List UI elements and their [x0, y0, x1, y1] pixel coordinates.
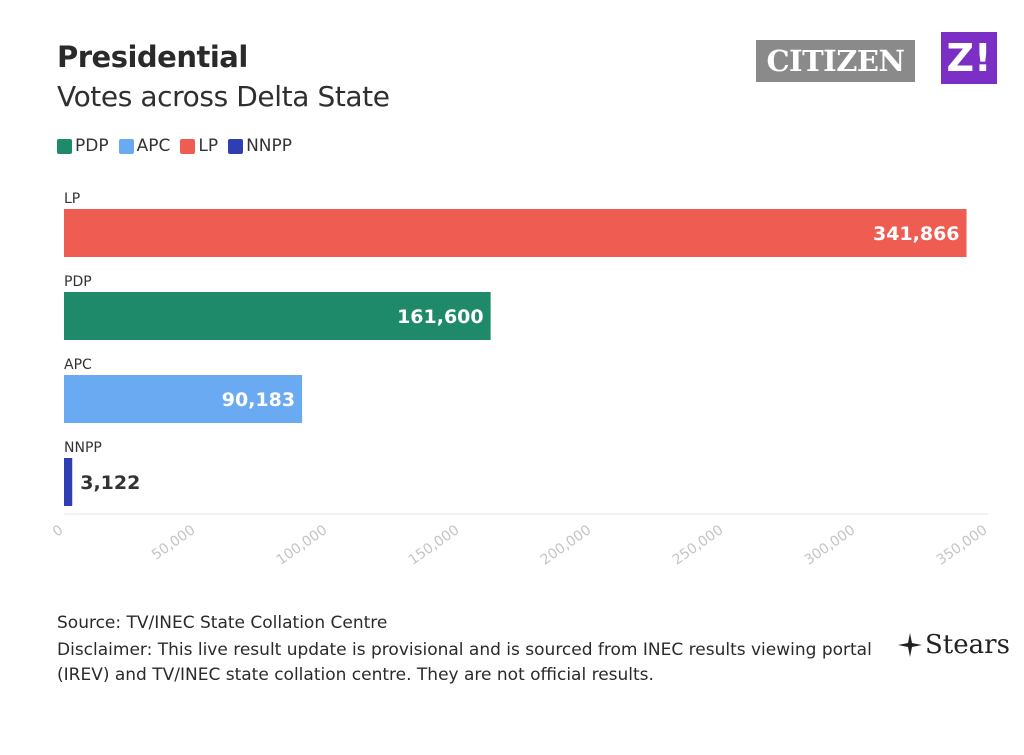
citizen-logo: CITIZEN: [756, 40, 915, 82]
legend-swatch-pdp: [57, 138, 72, 154]
category-label-nnpp: NNPP: [64, 440, 102, 456]
x-tick-label-7: 350,000: [934, 522, 991, 568]
value-label-lp: 341,866: [873, 223, 960, 245]
disclaimer-note: Disclaimer: This live result update is p…: [57, 640, 872, 685]
bar-pdp: [64, 292, 491, 340]
x-tick-label-5: 250,000: [670, 522, 727, 568]
chart-subtitle: Votes across Delta State: [57, 80, 390, 113]
value-label-nnpp: 3,122: [80, 472, 140, 494]
x-tick-label-1: 50,000: [149, 522, 198, 563]
bar-chart: LP 341,866 PDP 161,600 APC 90,183 NNPP 3,122 0 50…: [50, 191, 991, 568]
legend-label-lp: LP: [198, 136, 219, 156]
stears-mark-icon: [898, 633, 922, 657]
legend-item-apc: APC: [118, 136, 171, 156]
legend-item-nnpp: NNPP: [228, 136, 292, 156]
bar-nnpp: [64, 458, 73, 506]
legend-swatch-lp: [180, 138, 196, 154]
legend-item-pdp: PDP: [57, 136, 109, 156]
x-tick-label-0: 0: [50, 522, 66, 540]
legend-label-pdp: PDP: [75, 136, 109, 156]
legend-item-lp: LP: [180, 136, 218, 156]
x-tick-label-3: 150,000: [406, 522, 463, 568]
legend: PDP APC LP NNPP: [57, 136, 292, 156]
stears-logo: Stears: [897, 630, 1010, 660]
legend-label-nnpp: NNPP: [246, 136, 293, 156]
source-note: Source: TV/INEC State Collation Centre: [57, 613, 388, 633]
x-tick-label-4: 200,000: [538, 522, 595, 568]
bar-apc: [64, 375, 303, 423]
value-label-apc: 90,183: [222, 389, 295, 411]
x-tick-label-6: 300,000: [802, 522, 859, 568]
legend-swatch-nnpp: [228, 138, 244, 154]
x-tick-label-2: 100,000: [274, 522, 331, 568]
legend-swatch-apc: [118, 138, 134, 154]
value-label-pdp: 161,600: [397, 306, 484, 328]
category-label-apc: APC: [64, 357, 92, 373]
category-label-lp: LP: [64, 191, 80, 207]
chart-title: Presidential: [57, 40, 248, 74]
category-label-pdp: PDP: [64, 274, 92, 290]
stears-wordmark: Stears: [925, 630, 1010, 660]
legend-label-apc: APC: [136, 136, 171, 156]
bar-lp: [64, 209, 967, 257]
z-logo: Z!: [941, 32, 997, 84]
